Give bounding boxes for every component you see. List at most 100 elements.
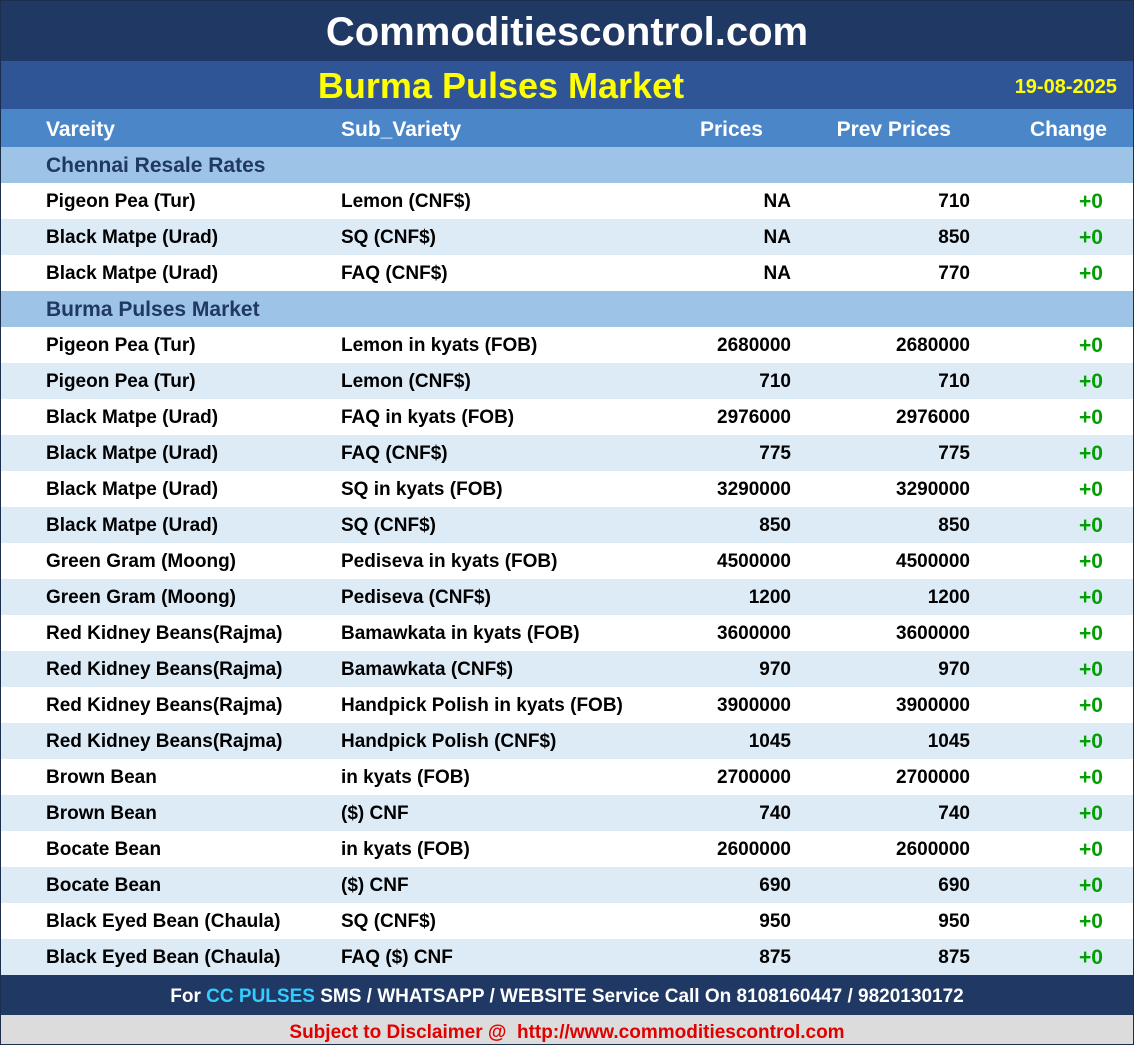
variety: Black Matpe (Urad) bbox=[46, 227, 219, 248]
prev-price: 1045 bbox=[927, 731, 970, 752]
variety: Black Matpe (Urad) bbox=[46, 443, 219, 464]
variety: Red Kidney Beans(Rajma) bbox=[46, 731, 283, 752]
sub-variety: SQ (CNF$) bbox=[341, 515, 436, 536]
price: NA bbox=[763, 191, 791, 212]
footer-highlight: CC PULSES bbox=[206, 986, 315, 1007]
price: 2600000 bbox=[717, 839, 791, 860]
prev-price: 950 bbox=[938, 911, 970, 932]
prev-price: 4500000 bbox=[896, 551, 970, 572]
price: 740 bbox=[759, 803, 791, 824]
change: +0 bbox=[1079, 694, 1103, 717]
change: +0 bbox=[1079, 190, 1103, 213]
sub-variety: Pediseva (CNF$) bbox=[341, 587, 491, 608]
price: 775 bbox=[759, 443, 791, 464]
table-row: Red Kidney Beans(Rajma) Bamawkata in kyat… bbox=[1, 615, 1133, 651]
table-row: Black Eyed Bean (Chaula) FAQ ($) CNF 875 87… bbox=[1, 939, 1133, 975]
table-row: Brown Bean ($) CNF 740 740 +0 bbox=[1, 795, 1133, 831]
section-row: Chennai Resale Rates bbox=[1, 147, 1133, 183]
sub-variety: in kyats (FOB) bbox=[341, 767, 470, 788]
change: +0 bbox=[1079, 442, 1103, 465]
column-label: Sub_Variety bbox=[341, 118, 462, 141]
price: 1200 bbox=[748, 587, 791, 608]
title: Burma Pulses Market bbox=[317, 65, 685, 106]
variety: Red Kidney Beans(Rajma) bbox=[46, 695, 283, 716]
change: +0 bbox=[1079, 730, 1103, 753]
table-row: Black Matpe (Urad) SQ in kyats (FOB) 32900… bbox=[1, 471, 1133, 507]
change: +0 bbox=[1079, 874, 1103, 897]
sub-variety: ($) CNF bbox=[341, 875, 409, 896]
change: +0 bbox=[1079, 370, 1103, 393]
date: 19-08-2025 bbox=[1014, 76, 1117, 98]
variety: Black Eyed Bean (Chaula) bbox=[46, 947, 281, 968]
column-label: Change bbox=[1029, 118, 1107, 141]
prev-price: 2976000 bbox=[896, 407, 970, 428]
prev-price: 710 bbox=[938, 371, 970, 392]
variety: Black Matpe (Urad) bbox=[46, 515, 219, 536]
prev-price: 775 bbox=[938, 443, 970, 464]
prev-price: 740 bbox=[938, 803, 970, 824]
footer-prefix: For bbox=[170, 986, 201, 1007]
prev-price: 2600000 bbox=[896, 839, 970, 860]
prev-price: 2680000 bbox=[896, 335, 970, 356]
price: 1045 bbox=[748, 731, 791, 752]
sub-variety: Handpick Polish (CNF$) bbox=[341, 731, 557, 752]
price: 2976000 bbox=[717, 407, 791, 428]
prev-price: 875 bbox=[938, 947, 970, 968]
prev-price: 3290000 bbox=[896, 479, 970, 500]
price: 3290000 bbox=[717, 479, 791, 500]
variety: Green Gram (Moong) bbox=[46, 551, 237, 572]
column-label: Vareity bbox=[46, 118, 115, 141]
variety: Pigeon Pea (Tur) bbox=[46, 335, 196, 356]
prev-price: 3600000 bbox=[896, 623, 970, 644]
sub-variety: FAQ (CNF$) bbox=[341, 443, 448, 464]
table-row: Brown Bean in kyats (FOB) 2700000 2700000 +0 bbox=[1, 759, 1133, 795]
change: +0 bbox=[1079, 910, 1103, 933]
table-row: Pigeon Pea (Tur) Lemon (CNF$) 710 710 +0 bbox=[1, 363, 1133, 399]
price: 710 bbox=[759, 371, 791, 392]
change: +0 bbox=[1079, 478, 1103, 501]
price: 2700000 bbox=[717, 767, 791, 788]
prev-price: 2700000 bbox=[896, 767, 970, 788]
table-row: Pigeon Pea (Tur) Lemon in kyats (FOB) 2680… bbox=[1, 327, 1133, 363]
prev-price: 970 bbox=[938, 659, 970, 680]
site-name: Commoditiescontrol.com bbox=[1, 1, 1133, 61]
variety: Green Gram (Moong) bbox=[46, 587, 237, 608]
sub-variety: Bamawkata (CNF$) bbox=[341, 659, 514, 680]
sub-variety: Lemon (CNF$) bbox=[341, 371, 471, 392]
prev-price: 850 bbox=[938, 515, 970, 536]
change: +0 bbox=[1079, 622, 1103, 645]
disclaimer: Subject to Disclaimer @ http://www.commo… bbox=[1, 1015, 1133, 1044]
column-label: Prev Prices bbox=[836, 118, 951, 141]
table-row: Red Kidney Beans(Rajma) Handpick Polish i… bbox=[1, 687, 1133, 723]
sub-variety: Lemon in kyats (FOB) bbox=[341, 335, 538, 356]
price: 950 bbox=[759, 911, 791, 932]
price: 4500000 bbox=[717, 551, 791, 572]
price: 970 bbox=[759, 659, 791, 680]
column-header: Vareity Sub_Variety Prices Prev Prices Chang… bbox=[1, 109, 1133, 147]
sub-variety: in kyats (FOB) bbox=[341, 839, 470, 860]
change: +0 bbox=[1079, 946, 1103, 969]
change: +0 bbox=[1079, 766, 1103, 789]
change: +0 bbox=[1079, 514, 1103, 537]
sub-variety: SQ (CNF$) bbox=[341, 911, 436, 932]
table-row: Red Kidney Beans(Rajma) Handpick Polish (… bbox=[1, 723, 1133, 759]
footer: For CC PULSES SMS / WHATSAPP / WEBSITE S… bbox=[1, 975, 1133, 1015]
variety: Red Kidney Beans(Rajma) bbox=[46, 659, 283, 680]
price: 2680000 bbox=[717, 335, 791, 356]
table-row: Red Kidney Beans(Rajma) Bamawkata (CNF$) 9… bbox=[1, 651, 1133, 687]
table-row: Black Matpe (Urad) SQ (CNF$) NA 850 +0 bbox=[1, 219, 1133, 255]
sub-variety: Bamawkata in kyats (FOB) bbox=[341, 623, 580, 644]
prev-price: 690 bbox=[938, 875, 970, 896]
variety: Brown Bean bbox=[46, 803, 157, 824]
change: +0 bbox=[1079, 586, 1103, 609]
sub-variety: ($) CNF bbox=[341, 803, 409, 824]
title-bar bbox=[1, 61, 1133, 109]
price: NA bbox=[763, 227, 791, 248]
table-row: Bocate Bean in kyats (FOB) 2600000 2600000 +… bbox=[1, 831, 1133, 867]
change: +0 bbox=[1079, 334, 1103, 357]
change: +0 bbox=[1079, 550, 1103, 573]
variety: Black Eyed Bean (Chaula) bbox=[46, 911, 281, 932]
variety: Brown Bean bbox=[46, 767, 157, 788]
sub-variety: FAQ in kyats (FOB) bbox=[341, 407, 515, 428]
